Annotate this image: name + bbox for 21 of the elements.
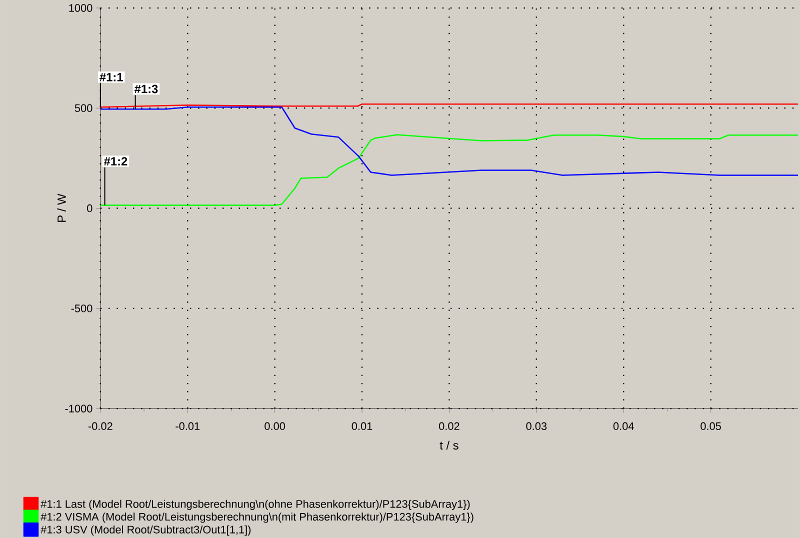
x-axis-title: t / s (440, 440, 458, 450)
y-tick-label: 1000 (69, 4, 92, 12)
x-tick-label: -0.01 (176, 422, 200, 430)
y-tick-label: -500 (71, 304, 92, 312)
x-tick-label: 0.03 (526, 422, 547, 430)
legend-label: #1:2 VISMA (Model Root/Leistungsberechnung\n(mit Phasenkorrektur)/P123{SubArray1}) (40, 512, 474, 523)
y-tick-label: 500 (74, 104, 92, 112)
annotation: #1:3 (134, 84, 158, 94)
x-tick-label: 0.00 (264, 422, 286, 430)
annotation: #1:1 (100, 72, 123, 82)
y-tick-label: 0 (87, 204, 92, 212)
legend-label: #1:1 Last (Model Root/Leistungsberechnung\n(ohne Phasenkorrektur)/P123{SubArray1}) (40, 500, 470, 510)
annotation: #1:2 (104, 157, 128, 166)
x-tick-label: 0.04 (613, 422, 634, 430)
legend-label: #1:3 USV (Model Root/Subtract3/Out1[1,1]) (40, 525, 251, 536)
x-tick-label: 0.05 (700, 422, 721, 430)
x-tick-label: -0.02 (88, 422, 112, 430)
x-tick-label: 0.01 (352, 422, 372, 430)
y-axis-title: P / W (57, 194, 66, 222)
y-tick-label: -1000 (65, 404, 92, 412)
x-tick-label: 0.02 (439, 422, 460, 430)
